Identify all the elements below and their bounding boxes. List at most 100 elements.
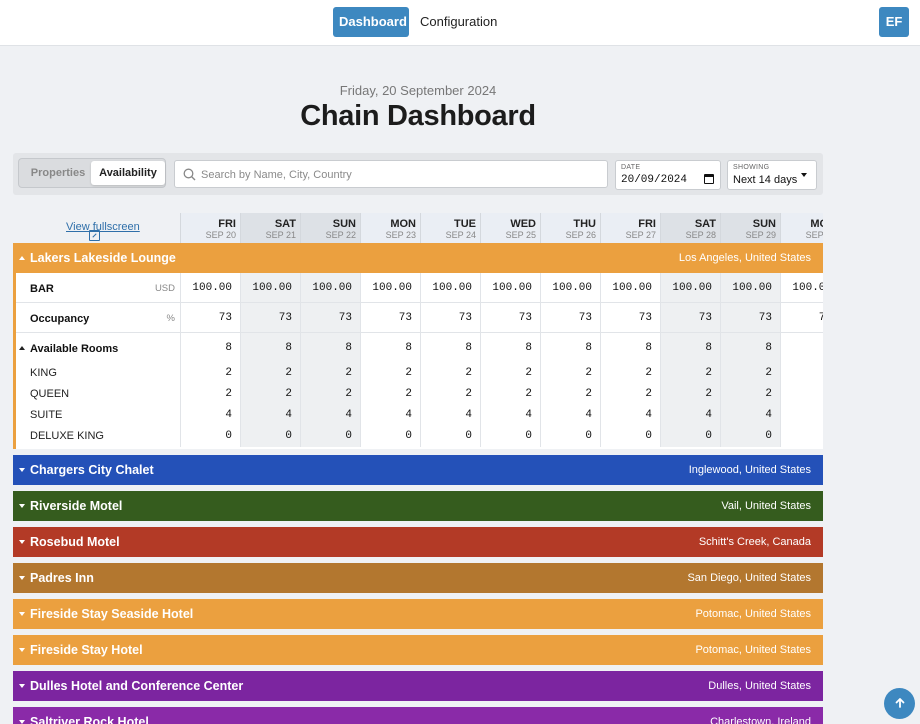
room-type-cell: 4 [420,405,480,426]
room-type-cell: 0 [660,426,720,447]
hotel-header[interactable]: Fireside Stay Seaside Hotel Potomac, Unit… [13,599,823,629]
search-icon [183,168,196,181]
metric-cell[interactable]: 100.00 [600,273,660,303]
day-column-header: THU SEP 26 [540,213,600,243]
hotel-header[interactable]: Padres Inn San Diego, United States [13,563,823,593]
metric-cell: 73 [240,303,300,333]
collapse-rooms-icon[interactable] [19,346,25,350]
expand-icon[interactable] [19,468,25,472]
metric-cell: 8 [420,333,480,363]
hotel-header[interactable]: Saltriver Rock Hotel Charlestown, Ireland [13,707,823,724]
caret-down-icon[interactable] [801,173,807,177]
metric-cell[interactable]: 100.00 [360,273,420,303]
room-type-cell: 0 [780,426,823,447]
metric-cell[interactable]: 100.00 [720,273,780,303]
room-type-cell: 2 [660,384,720,405]
metric-cell: 8 [660,333,720,363]
room-type-name: DELUXE KING [30,430,104,442]
metric-cell: 8 [180,333,240,363]
hotel-header[interactable]: Dulles Hotel and Conference Center Dulles… [13,671,823,701]
hotel-detail-panel: BAR USD 100.00 100.00 100.00 100.00 100.00 100.… [13,273,823,449]
metric-cell[interactable]: 100.00 [420,273,480,303]
metric-cell: 73 [420,303,480,333]
showing-select[interactable]: SHOWING Next 14 days [727,160,817,190]
expand-icon[interactable] [19,612,25,616]
day-date: SEP 27 [625,230,656,240]
metric-cell[interactable]: 100.00 [780,273,823,303]
day-of-week: FRI [638,218,656,230]
metric-cell[interactable]: 100.00 [480,273,540,303]
room-type-cell: 0 [540,426,600,447]
hotel-header[interactable]: Chargers City Chalet Inglewood, United St… [13,455,823,485]
showing-value[interactable]: Next 14 days [733,174,798,186]
room-type-name: QUEEN [30,388,70,400]
room-type-cell: 2 [360,384,420,405]
search-box [174,160,608,188]
user-avatar[interactable]: EF [879,7,909,37]
day-date: SEP 26 [565,230,596,240]
expand-icon[interactable] [19,720,25,724]
hotel-name: Saltriver Rock Hotel [30,715,149,724]
room-type-cell: 2 [480,384,540,405]
day-column-header: SAT SEP 28 [660,213,720,243]
room-type-cell: 2 [600,363,660,384]
top-navigation: Dashboard Configuration EF [0,0,920,46]
metric-cell[interactable]: 100.00 [180,273,240,303]
expand-icon[interactable] [19,648,25,652]
expand-icon[interactable] [19,576,25,580]
day-date: SEP 24 [445,230,476,240]
metric-row-label[interactable]: Available Rooms [16,333,181,363]
room-type-cell: 0 [420,426,480,447]
day-column-header: WED SEP 25 [480,213,540,243]
collapse-icon[interactable] [19,256,25,260]
room-type-cell: 2 [600,384,660,405]
day-of-week: SUN [332,218,356,230]
date-picker[interactable]: DATE 20/09/2024 [615,160,721,190]
hotel-location: San Diego, United States [687,572,811,584]
view-fullscreen-link[interactable]: View fullscreen [51,221,140,241]
date-picker-value[interactable]: 20/09/2024 [621,174,688,186]
room-type-cell: 0 [180,426,240,447]
metric-unit: % [166,313,175,324]
metric-cell: 8 [240,333,300,363]
room-type-cell: 2 [300,384,360,405]
day-of-week: MON [810,218,823,230]
expand-icon[interactable] [19,540,25,544]
segment-properties[interactable]: Properties [30,167,86,179]
search-input[interactable] [201,165,601,185]
metric-cell: 73 [600,303,660,333]
metric-cell[interactable]: 100.00 [300,273,360,303]
nav-configuration-button[interactable]: Configuration [420,14,498,29]
hotel-header[interactable]: Fireside Stay Hotel Potomac, United State… [13,635,823,665]
day-of-week: THU [573,218,596,230]
metric-cell: 73 [300,303,360,333]
room-type-cell: 2 [180,384,240,405]
room-type-cell: 0 [360,426,420,447]
room-type-cell: 0 [300,426,360,447]
day-date: SEP 28 [685,230,716,240]
room-type-cell: 4 [480,405,540,426]
room-type-cell: 2 [240,384,300,405]
metric-cell[interactable]: 100.00 [240,273,300,303]
segment-availability[interactable]: Availability [91,161,165,185]
room-type-cell: 4 [660,405,720,426]
hotel-name: Rosebud Motel [30,535,120,549]
hotel-header[interactable]: Riverside Motel Vail, United States [13,491,823,521]
hotel-header-expanded[interactable]: Lakers Lakeside Lounge Los Angeles, Unite… [13,243,823,273]
room-type-cell: 0 [600,426,660,447]
room-type-cell: 4 [300,405,360,426]
expand-icon[interactable] [19,504,25,508]
scroll-to-top-button[interactable] [884,688,915,719]
calendar-icon[interactable] [704,174,714,184]
day-column-header: SAT SEP 21 [240,213,300,243]
room-type-cell: 4 [780,405,823,426]
metric-cell: 8 [720,333,780,363]
day-column-header: SUN SEP 29 [720,213,780,243]
room-type-cell: 2 [720,384,780,405]
metric-cell: 73 [180,303,240,333]
expand-icon[interactable] [19,684,25,688]
nav-dashboard-button[interactable]: Dashboard [333,7,409,37]
metric-cell[interactable]: 100.00 [540,273,600,303]
hotel-header[interactable]: Rosebud Motel Schitt's Creek, Canada [13,527,823,557]
metric-cell[interactable]: 100.00 [660,273,720,303]
